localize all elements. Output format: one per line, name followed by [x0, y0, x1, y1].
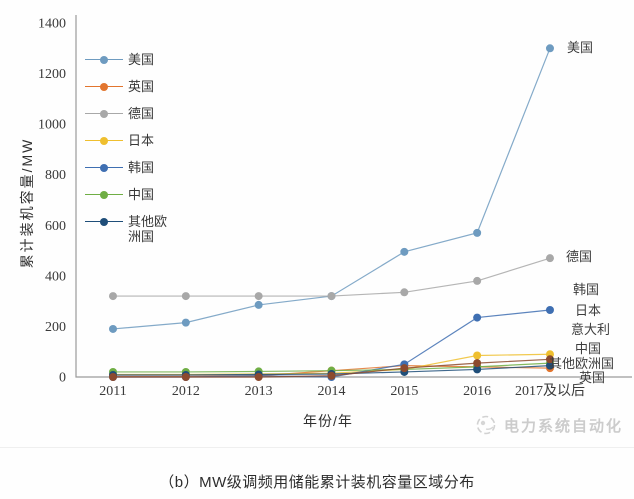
data-point-意大利-2012[interactable]	[181, 373, 190, 381]
x-tick-label: 2017及以后	[515, 383, 585, 399]
series-end-label-中国: 中国	[575, 341, 601, 356]
watermark-logo-icon	[476, 415, 496, 435]
legend: 美国英国德国日本韩国中国其他欧 洲国	[85, 52, 167, 256]
data-point-其他欧洲国-2016[interactable]	[473, 365, 482, 374]
legend-label: 中国	[128, 187, 155, 202]
data-point-韩国-2016[interactable]	[473, 313, 482, 322]
series-end-label-英国: 英国	[579, 370, 605, 385]
chart-canvas: 0 200 400 600 800 1000 1200 1400 2011 2012 2013 201…	[38, 15, 632, 399]
separator-line	[0, 447, 634, 448]
legend-label: 韩国	[128, 160, 155, 175]
data-point-德国-2016[interactable]	[473, 276, 482, 285]
data-point-德国-2012[interactable]	[181, 292, 190, 301]
x-tick-label: 2014	[317, 384, 345, 399]
y-tick-label: 1000	[38, 118, 66, 133]
data-point-美国-2013[interactable]	[254, 300, 263, 309]
data-point-美国-2012[interactable]	[181, 318, 190, 327]
data-point-德国-2011[interactable]	[109, 292, 117, 301]
legend-item-日本[interactable]: 日本	[85, 133, 167, 148]
legend-marker-德国	[85, 106, 123, 121]
data-point-意大利-2011[interactable]	[109, 373, 117, 381]
data-point-德国-2013[interactable]	[254, 292, 263, 301]
legend-label: 其他欧 洲国	[128, 214, 168, 244]
axes	[75, 15, 632, 378]
series-line-美国	[112, 48, 551, 330]
legend-item-德国[interactable]: 德国	[85, 106, 167, 121]
legend-marker-中国	[85, 187, 123, 202]
legend-item-其他欧洲国[interactable]: 其他欧 洲国	[85, 214, 167, 244]
data-point-日本-2016[interactable]	[473, 351, 482, 360]
y-axis-title: 累计装机容量/MW	[19, 137, 35, 269]
x-tick-label: 2012	[172, 384, 200, 399]
data-point-意大利-2013[interactable]	[254, 373, 263, 381]
legend-label: 美国	[128, 52, 155, 67]
data-point-美国-2017及以后[interactable]	[545, 44, 554, 53]
data-point-德国-2015[interactable]	[400, 288, 409, 297]
y-tick-label: 800	[45, 168, 66, 183]
legend-item-中国[interactable]: 中国	[85, 187, 167, 202]
legend-marker-英国	[85, 79, 123, 94]
legend-marker-其他欧洲国	[85, 214, 123, 229]
y-tick-label: 200	[45, 320, 66, 335]
x-tick-label: 2016	[463, 384, 491, 399]
legend-item-美国[interactable]: 美国	[85, 52, 167, 67]
legend-item-韩国[interactable]: 韩国	[85, 160, 167, 175]
data-point-美国-2016[interactable]	[473, 228, 482, 237]
figure-caption: （b）MW级调频用储能累计装机容量区域分布	[159, 474, 475, 491]
legend-label: 德国	[128, 106, 155, 121]
data-point-意大利-2016[interactable]	[473, 359, 482, 368]
data-point-意大利-2015[interactable]	[400, 364, 409, 373]
series-end-label-日本: 日本	[575, 303, 601, 318]
data-point-德国-2014[interactable]	[327, 292, 336, 301]
watermark: 电力系统自动化	[474, 413, 623, 437]
legend-marker-美国	[85, 52, 123, 67]
legend-marker-日本	[85, 133, 123, 148]
data-point-其他欧洲国-2017及以后[interactable]	[545, 361, 554, 370]
x-tick-label: 2011	[99, 384, 126, 399]
series-line-德国	[113, 257, 551, 297]
data-point-德国-2017及以后[interactable]	[545, 254, 554, 263]
series-end-label-意大利: 意大利	[571, 322, 610, 337]
data-point-意大利-2014[interactable]	[327, 371, 336, 380]
series-end-label-其他欧洲国: 其他欧洲国	[549, 356, 614, 371]
watermark-text: 电力系统自动化	[504, 417, 624, 435]
data-point-韩国-2017及以后[interactable]	[545, 305, 554, 314]
data-point-意大利-2017及以后[interactable]	[545, 355, 554, 364]
x-tick-label: 2013	[245, 384, 273, 399]
x-tick-label: 2015	[390, 384, 418, 399]
series-end-label-德国: 德国	[566, 249, 592, 264]
data-point-美国-2011[interactable]	[109, 324, 117, 333]
x-axis-title: 年份/年	[303, 413, 353, 429]
y-tick-label: 400	[45, 269, 66, 284]
series-end-label-韩国: 韩国	[573, 282, 599, 297]
series-end-label-美国: 美国	[567, 40, 593, 55]
legend-label: 英国	[128, 79, 155, 94]
y-tick-label: 1400	[38, 17, 66, 32]
legend-label: 日本	[128, 133, 155, 148]
y-tick-label: 600	[45, 219, 66, 234]
legend-item-英国[interactable]: 英国	[85, 79, 167, 94]
y-tick-label: 0	[59, 371, 66, 386]
data-point-美国-2015[interactable]	[400, 247, 409, 256]
y-tick-label: 1200	[38, 67, 66, 82]
legend-marker-韩国	[85, 160, 123, 175]
